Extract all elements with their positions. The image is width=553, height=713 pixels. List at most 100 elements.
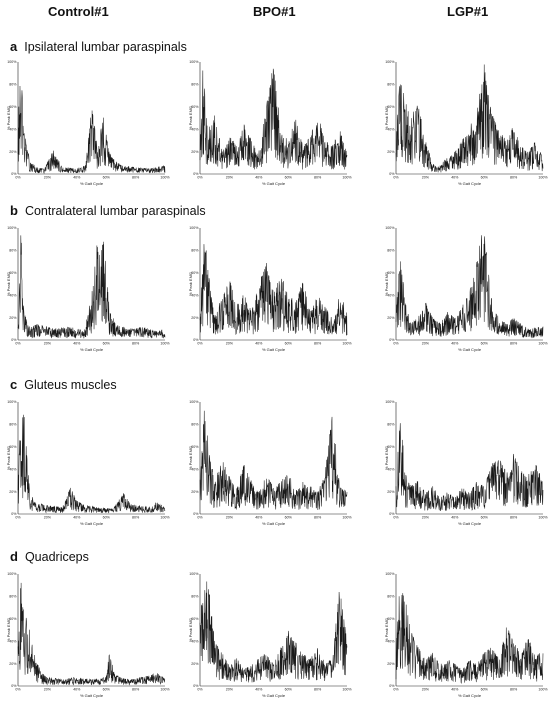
y-tick-label: 40% [387,293,395,297]
y-tick-label: 60% [387,617,395,621]
row-title-c: c Gluteus muscles [10,377,117,392]
y-tick-label: 80% [387,595,395,599]
x-tick-label: 80% [132,516,140,520]
y-tick-label: 40% [9,293,17,297]
row-label: Ipsilateral lumbar paraspinals [24,40,187,54]
x-tick-label: 60% [481,342,489,346]
emg-chart: 0% 20% 40% 60% 80% 100% 0% 20% 40% 60% 80% 100% % Pe… [384,60,548,186]
x-tick-label: 40% [451,516,459,520]
x-tick-label: 40% [73,688,81,692]
x-tick-label: 100% [538,688,548,692]
y-tick-label: 0% [193,512,199,516]
y-tick-label: 0% [193,684,199,688]
x-tick-label: 100% [342,516,352,520]
emg-chart: 0% 20% 40% 60% 80% 100% 0% 20% 40% 60% 80% 100% % Pe… [188,400,352,526]
x-tick-label: 80% [132,176,140,180]
x-tick-label: 0% [393,516,399,520]
emg-chart: 0% 20% 40% 60% 80% 100% 0% 20% 40% 60% 80% 100% % Pe… [6,60,170,186]
x-tick-label: 40% [73,342,81,346]
x-axis-label: % Gait Cycle [458,347,482,352]
x-tick-label: 100% [160,516,170,520]
x-tick-label: 60% [103,176,111,180]
y-tick-label: 100% [189,400,199,404]
y-axis-label: % Peak EMG [188,272,193,296]
y-tick-label: 40% [191,639,199,643]
x-tick-label: 20% [44,516,52,520]
y-tick-label: 100% [385,572,395,576]
x-tick-label: 100% [538,516,548,520]
y-axis-label: % Peak EMG [188,618,193,642]
y-tick-label: 80% [387,249,395,253]
y-tick-label: 80% [191,249,199,253]
x-axis-label: % Gait Cycle [80,521,104,526]
x-tick-label: 100% [160,688,170,692]
y-tick-label: 20% [9,662,17,666]
x-tick-label: 60% [285,342,293,346]
y-tick-label: 100% [385,400,395,404]
x-tick-label: 20% [422,516,430,520]
y-tick-label: 20% [9,490,17,494]
emg-series-line [17,414,166,514]
x-tick-label: 0% [393,342,399,346]
y-axis-label: % Peak EMG [384,272,389,296]
x-tick-label: 80% [314,688,322,692]
emg-chart: 0% 20% 40% 60% 80% 100% 0% 20% 40% 60% 80% 100% % Pe… [6,400,170,526]
panel-c-lgp: 0% 20% 40% 60% 80% 100% 0% 20% 40% 60% 80% 100% % Pe… [382,400,548,530]
row-label: Gluteus muscles [24,378,117,392]
panel-d-bpo: 0% 20% 40% 60% 80% 100% 0% 20% 40% 60% 80% 100% % Pe… [186,572,352,702]
y-tick-label: 20% [9,150,17,154]
panel-a-control: 0% 20% 40% 60% 80% 100% 0% 20% 40% 60% 80% 100% % Pe… [4,60,170,190]
y-tick-label: 80% [9,423,17,427]
x-axis-label: % Gait Cycle [80,693,104,698]
panel-c-control: 0% 20% 40% 60% 80% 100% 0% 20% 40% 60% 80% 100% % Pe… [4,400,170,530]
y-tick-label: 60% [387,445,395,449]
y-tick-label: 20% [387,490,395,494]
x-tick-label: 60% [481,688,489,692]
row-title-b: b Contralateral lumbar paraspinals [10,203,206,218]
x-axis-label: % Gait Cycle [262,693,286,698]
x-tick-label: 80% [132,342,140,346]
y-tick-label: 0% [11,684,17,688]
x-tick-label: 40% [255,688,263,692]
y-tick-label: 0% [389,338,395,342]
x-tick-label: 0% [15,516,21,520]
x-tick-label: 0% [15,688,21,692]
x-tick-label: 60% [285,516,293,520]
x-tick-label: 20% [44,688,52,692]
y-tick-label: 0% [11,172,17,176]
panel-d-lgp: 0% 20% 40% 60% 80% 100% 0% 20% 40% 60% 80% 100% % Pe… [382,572,548,702]
x-tick-label: 20% [44,176,52,180]
x-tick-label: 0% [197,688,203,692]
x-tick-label: 0% [197,516,203,520]
emg-series-line [395,593,544,685]
y-tick-label: 20% [191,316,199,320]
row-label: Contralateral lumbar paraspinals [24,204,206,218]
x-axis-label: % Gait Cycle [262,347,286,352]
row-letter: a [10,39,18,54]
emg-series-line [17,582,166,686]
y-tick-label: 80% [191,83,199,87]
row-letter: b [10,203,18,218]
y-tick-label: 40% [9,127,17,131]
y-tick-label: 100% [7,572,17,576]
x-axis-label: % Gait Cycle [262,181,286,186]
emg-series-line [199,68,348,170]
emg-series-line [395,235,544,339]
emg-chart: 0% 20% 40% 60% 80% 100% 0% 20% 40% 60% 80% 100% % Pe… [384,400,548,526]
x-tick-label: 40% [255,176,263,180]
emg-series-line [395,423,544,512]
y-tick-label: 60% [9,105,17,109]
x-tick-label: 20% [44,342,52,346]
y-tick-label: 100% [189,572,199,576]
y-tick-label: 100% [385,226,395,230]
y-tick-label: 20% [191,150,199,154]
row-letter: c [10,377,18,392]
column-title-bpo: BPO#1 [253,4,296,19]
y-tick-label: 20% [387,316,395,320]
y-tick-label: 20% [387,662,395,666]
y-tick-label: 40% [191,127,199,131]
emg-series-line [17,85,166,175]
y-tick-label: 20% [191,662,199,666]
x-tick-label: 20% [226,516,234,520]
y-axis-label: % Peak EMG [188,106,193,130]
